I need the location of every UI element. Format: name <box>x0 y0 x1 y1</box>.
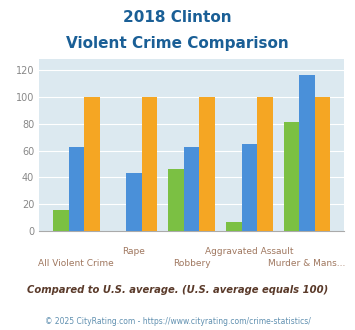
Text: Aggravated Assault: Aggravated Assault <box>205 247 294 256</box>
Bar <box>126 173 142 231</box>
Text: Murder & Mans...: Murder & Mans... <box>268 259 346 268</box>
Text: Robbery: Robbery <box>173 259 211 268</box>
Bar <box>242 144 257 231</box>
Text: Rape: Rape <box>122 247 146 256</box>
Bar <box>315 97 331 231</box>
Bar <box>284 122 299 231</box>
Bar <box>84 97 100 231</box>
Text: Violent Crime Comparison: Violent Crime Comparison <box>66 36 289 51</box>
Bar <box>299 76 315 231</box>
Bar <box>69 147 84 231</box>
Text: All Violent Crime: All Violent Crime <box>38 259 114 268</box>
Bar <box>184 147 200 231</box>
Text: Compared to U.S. average. (U.S. average equals 100): Compared to U.S. average. (U.S. average … <box>27 285 328 295</box>
Text: 2018 Clinton: 2018 Clinton <box>123 10 232 25</box>
Bar <box>226 222 242 231</box>
Bar <box>257 97 273 231</box>
Text: © 2025 CityRating.com - https://www.cityrating.com/crime-statistics/: © 2025 CityRating.com - https://www.city… <box>45 317 310 326</box>
Bar <box>200 97 215 231</box>
Bar <box>168 169 184 231</box>
Bar <box>142 97 157 231</box>
Bar <box>53 210 69 231</box>
